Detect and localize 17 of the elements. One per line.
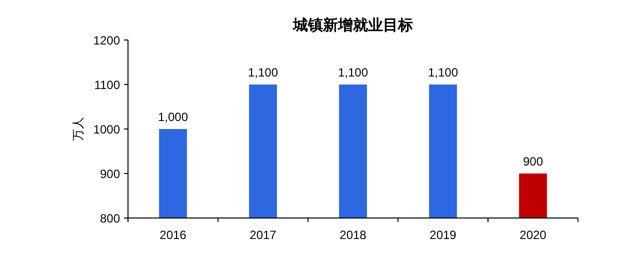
data-label: 1,000: [158, 110, 188, 124]
y-tick-label: 800: [100, 212, 120, 226]
x-tick-label: 2016: [160, 228, 187, 242]
y-tick-label: 900: [100, 167, 120, 181]
x-tick-label: 2018: [340, 228, 367, 242]
x-tick-label: 2020: [520, 228, 547, 242]
data-label: 1,100: [338, 66, 368, 80]
y-tick-label: 1000: [93, 122, 120, 136]
data-label: 1,100: [428, 66, 458, 80]
data-label: 900: [522, 154, 544, 168]
x-tick-label: 2019: [430, 228, 457, 242]
y-tick-label: 1100: [94, 78, 120, 92]
y-tick-label: 1200: [93, 34, 120, 48]
x-tick-label: 2017: [250, 228, 277, 242]
chart-title: 城镇新增就业目标: [292, 16, 413, 34]
data-label: 1,100: [248, 66, 278, 80]
y-axis-title: 万人: [71, 117, 85, 141]
